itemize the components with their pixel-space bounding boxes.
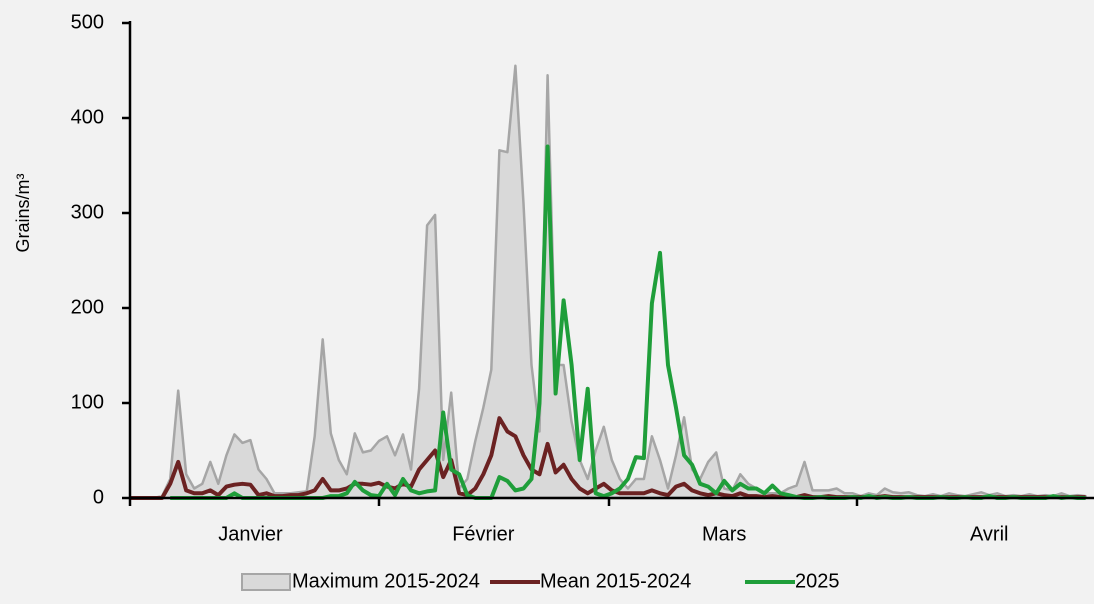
y-tick-label: 400: [71, 106, 104, 128]
legend-label: 2025: [795, 570, 840, 592]
x-tick-label: Avril: [970, 523, 1009, 545]
y-tick-label: 200: [71, 296, 104, 318]
legend-label: Mean 2015-2024: [540, 570, 691, 592]
x-tick-label: Février: [452, 523, 515, 545]
y-tick-label: 300: [71, 201, 104, 223]
x-tick-label: Janvier: [218, 523, 283, 545]
y-axis-label: Grains/m³: [13, 173, 33, 252]
y-tick-label: 500: [71, 11, 104, 33]
y-tick-label: 100: [71, 391, 104, 413]
legend-swatch: [241, 573, 291, 591]
y-tick-label: 0: [93, 486, 104, 508]
legend-label: Maximum 2015-2024: [292, 570, 480, 592]
x-tick-label: Mars: [702, 523, 746, 545]
